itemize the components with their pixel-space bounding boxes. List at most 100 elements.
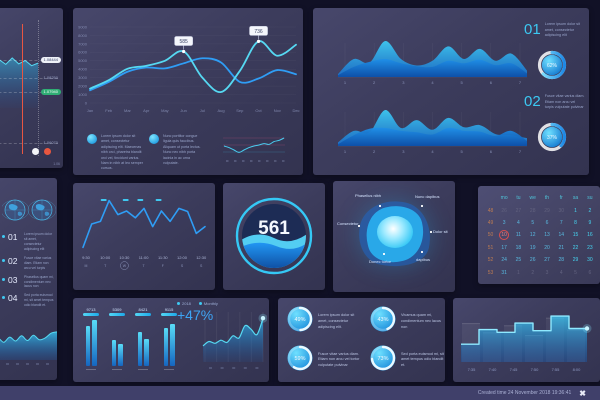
left-num: 04 bbox=[8, 293, 18, 304]
rect bbox=[174, 36, 193, 46]
text: 7:35 bbox=[468, 367, 477, 372]
legend-text: Nunc porttitor congue ligula quis faucib… bbox=[163, 134, 201, 165]
bar-cap bbox=[135, 313, 151, 316]
marker-red-line bbox=[22, 24, 23, 154]
control-dot-red[interactable] bbox=[44, 148, 51, 155]
cal-cell: 27 bbox=[515, 207, 522, 214]
rect bbox=[137, 199, 144, 201]
panel-step-chart: 7:35 7:40 7:45 7:50 7:55 8:00 bbox=[453, 298, 600, 382]
cal-cell[interactable]: 17 bbox=[501, 244, 507, 251]
cal-cell[interactable]: 15 bbox=[572, 232, 579, 239]
cal-cell[interactable]: 31 bbox=[501, 269, 507, 276]
cal-cell[interactable]: 4 bbox=[517, 219, 520, 226]
cal-cell[interactable]: 8 bbox=[574, 219, 577, 226]
cal-cell[interactable]: 19 bbox=[529, 244, 536, 251]
growth-area-chart bbox=[201, 304, 268, 381]
ring-item: 73% Sed porta euismod mi, sit amet tempus… bbox=[369, 343, 445, 379]
cal-cell[interactable]: 7 bbox=[559, 219, 563, 226]
circle bbox=[256, 39, 261, 43]
text: 736 bbox=[254, 29, 263, 35]
text: 43% bbox=[377, 317, 388, 323]
bar-cap bbox=[83, 313, 99, 316]
bar-group: 8421 bbox=[135, 307, 151, 370]
cal-cell[interactable]: 26 bbox=[529, 257, 536, 264]
step-item-02: 02 Fusce vitae varius diam. Etiam non ar… bbox=[524, 94, 586, 111]
path bbox=[17, 211, 23, 216]
left-dot bbox=[2, 296, 5, 300]
cal-cell[interactable]: 23 bbox=[587, 244, 593, 251]
main-line-chart: 0 1000 2000 3000 4000 5000 6000 7000 8000 9000 Jan… bbox=[73, 8, 303, 163]
cal-cell[interactable]: 18 bbox=[515, 244, 522, 251]
bar-group: 5309 bbox=[109, 307, 125, 370]
cal-cell[interactable]: 14 bbox=[558, 232, 565, 239]
span: Monthly bbox=[203, 301, 218, 306]
brand-x-icon[interactable]: ✖ bbox=[579, 388, 586, 398]
text: 37% bbox=[547, 135, 558, 141]
text: 7000 bbox=[78, 41, 88, 46]
cal-cell[interactable]: 30 bbox=[587, 257, 593, 264]
cal-cell[interactable]: 29 bbox=[572, 257, 579, 264]
left-text: Phasellus quam mi, condimentum nec lacus… bbox=[24, 274, 54, 289]
control-dot-light[interactable] bbox=[32, 148, 39, 155]
cal-cell: 48 bbox=[487, 207, 494, 214]
cal-cell[interactable]: 28 bbox=[558, 257, 565, 264]
left-dot bbox=[2, 277, 5, 281]
vbar bbox=[137, 332, 142, 366]
mini-sparkline-chart bbox=[221, 130, 287, 171]
text: Oct bbox=[255, 108, 262, 113]
blob-shape bbox=[352, 194, 438, 274]
text: W bbox=[123, 264, 127, 268]
bar-pair bbox=[85, 318, 97, 366]
path bbox=[0, 331, 57, 343]
text: 10:30 bbox=[119, 255, 130, 260]
svg: 1 2 3 4 5 6 7 bbox=[338, 109, 527, 154]
circle bbox=[541, 126, 563, 148]
svg: 7:35 7:40 7:45 7:50 7:55 8:00 bbox=[461, 315, 592, 372]
cal-cell[interactable]: 3 bbox=[502, 219, 506, 226]
text: Aug bbox=[218, 108, 225, 113]
cal-cell[interactable]: 27 bbox=[544, 257, 550, 264]
text: 5 bbox=[461, 80, 464, 85]
text: 7:45 bbox=[510, 367, 519, 372]
blob-marker-dot bbox=[358, 225, 360, 227]
cal-cell[interactable]: 5 bbox=[531, 219, 535, 226]
svg: 49% bbox=[287, 306, 313, 332]
globe-icons bbox=[0, 196, 57, 229]
cal-cell: 2 bbox=[531, 269, 535, 276]
numbered-list: 01 Lorem ipsum dolor sit amet, consectetu… bbox=[2, 232, 54, 308]
cal-cell[interactable]: 6 bbox=[545, 219, 549, 226]
progress-donut: 37% bbox=[535, 120, 569, 154]
cal-cell[interactable]: 12 bbox=[529, 232, 536, 239]
circle bbox=[120, 261, 129, 270]
cal-cell[interactable]: 13 bbox=[544, 232, 550, 239]
text: Jul bbox=[200, 108, 205, 113]
text: 12:30 bbox=[196, 255, 207, 260]
div: 49% bbox=[286, 305, 314, 338]
cal-cell[interactable]: 20 bbox=[544, 244, 550, 251]
vbar bbox=[170, 324, 175, 366]
cal-cell[interactable]: 16 bbox=[587, 232, 593, 239]
bar-group: 9713 bbox=[83, 307, 99, 370]
path bbox=[89, 40, 297, 93]
cal-cell[interactable]: 22 bbox=[572, 244, 579, 251]
circle bbox=[287, 306, 313, 332]
cal-cell[interactable]: 24 bbox=[501, 257, 507, 264]
circle bbox=[182, 49, 186, 54]
bar-label: 5309 bbox=[112, 307, 122, 312]
text: 6 bbox=[490, 149, 493, 154]
text: 3000 bbox=[78, 75, 88, 80]
cal-cell[interactable]: 11 bbox=[515, 232, 522, 239]
text: 49% bbox=[294, 317, 305, 323]
bar-groups: 9713 5309 8421 9115 bbox=[83, 307, 177, 370]
cal-cell[interactable]: 2 bbox=[588, 207, 592, 214]
circle bbox=[370, 307, 396, 332]
cal-cell[interactable]: 1 bbox=[574, 207, 577, 214]
cal-cell[interactable]: 25 bbox=[515, 257, 522, 264]
left-mini-area-chart bbox=[0, 316, 57, 373]
text: 6 bbox=[490, 80, 493, 85]
cal-cell[interactable]: 9 bbox=[588, 219, 592, 226]
cal-cell[interactable]: 10 bbox=[499, 230, 510, 241]
cal-cell[interactable]: 21 bbox=[558, 244, 565, 251]
bar-tick bbox=[86, 369, 96, 370]
text: 73% bbox=[377, 356, 388, 362]
